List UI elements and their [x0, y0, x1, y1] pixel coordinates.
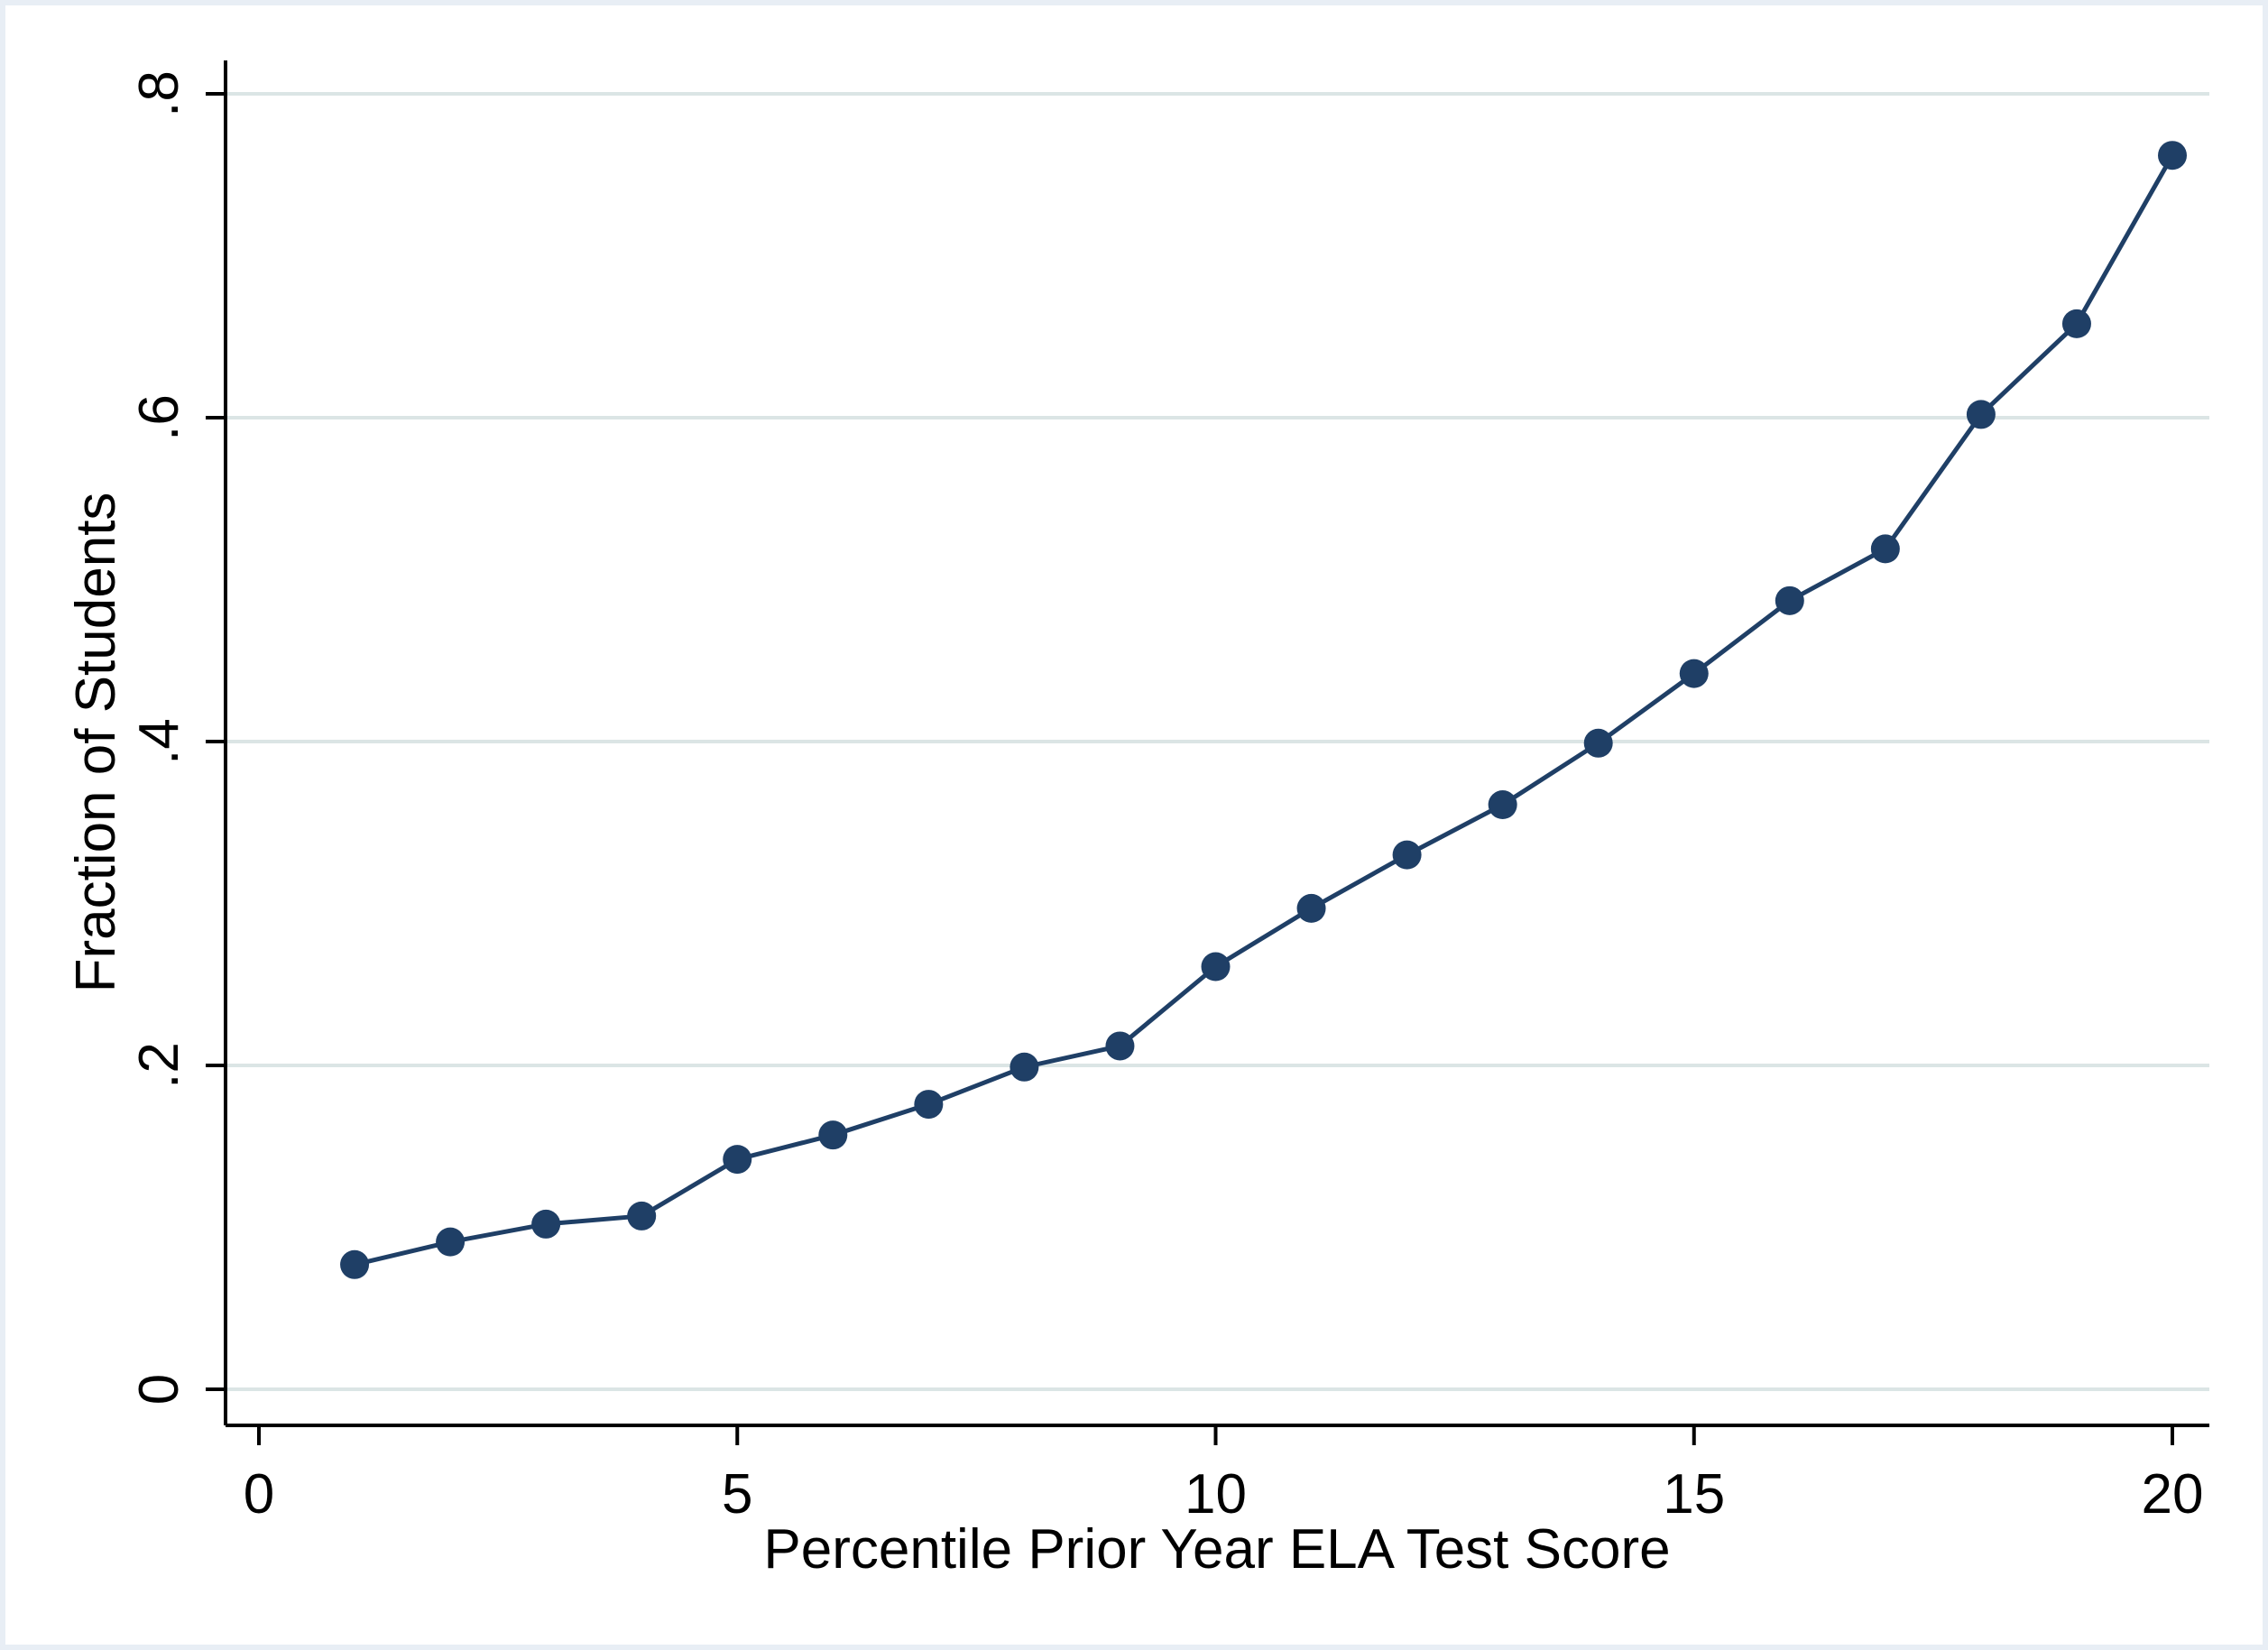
- data-point-13: [1488, 790, 1517, 820]
- data-point-15: [1679, 659, 1709, 688]
- gridlines: [226, 92, 2209, 1391]
- data-point-3: [531, 1209, 561, 1239]
- x-tick-label-3: 15: [1663, 1463, 1725, 1526]
- x-tick-label-1: 5: [722, 1463, 752, 1526]
- y-tick-label-3: .6: [128, 394, 190, 441]
- data-point-10: [1201, 952, 1231, 982]
- data-point-12: [1392, 840, 1422, 870]
- data-point-19: [2061, 309, 2091, 338]
- x-tick-label-4: 20: [2142, 1463, 2204, 1526]
- x-axis-title: Percentile Prior Year ELA Test Score: [763, 1518, 1670, 1581]
- data-point-5: [723, 1145, 752, 1175]
- data-series: [340, 141, 2187, 1279]
- data-point-20: [2158, 141, 2187, 171]
- data-point-9: [1105, 1031, 1135, 1061]
- x-axis-ticks: 0 5 10 15 20: [244, 1425, 2204, 1526]
- data-point-8: [1010, 1052, 1039, 1082]
- data-point-17: [1870, 534, 1900, 564]
- data-point-18: [1966, 400, 1996, 429]
- y-tick-label-2: .4: [128, 718, 190, 765]
- data-point-11: [1296, 893, 1326, 923]
- data-point-1: [340, 1249, 370, 1279]
- y-axis-ticks: 0 .2 .4 .6 .8: [128, 70, 226, 1405]
- y-tick-label-1: .2: [128, 1042, 190, 1089]
- x-tick-label-0: 0: [244, 1463, 274, 1526]
- y-tick-label-0: 0: [128, 1374, 190, 1405]
- data-point-7: [914, 1090, 944, 1120]
- data-point-6: [818, 1120, 848, 1150]
- series-line-0: [354, 153, 2175, 1267]
- y-axis-title: Fraction of Students: [65, 493, 127, 993]
- x-tick-label-2: 10: [1185, 1463, 1247, 1526]
- data-point-2: [436, 1227, 466, 1257]
- data-point-14: [1583, 728, 1613, 758]
- y-tick-label-4: .8: [128, 70, 190, 117]
- data-point-4: [627, 1201, 657, 1231]
- data-point-16: [1775, 585, 1804, 615]
